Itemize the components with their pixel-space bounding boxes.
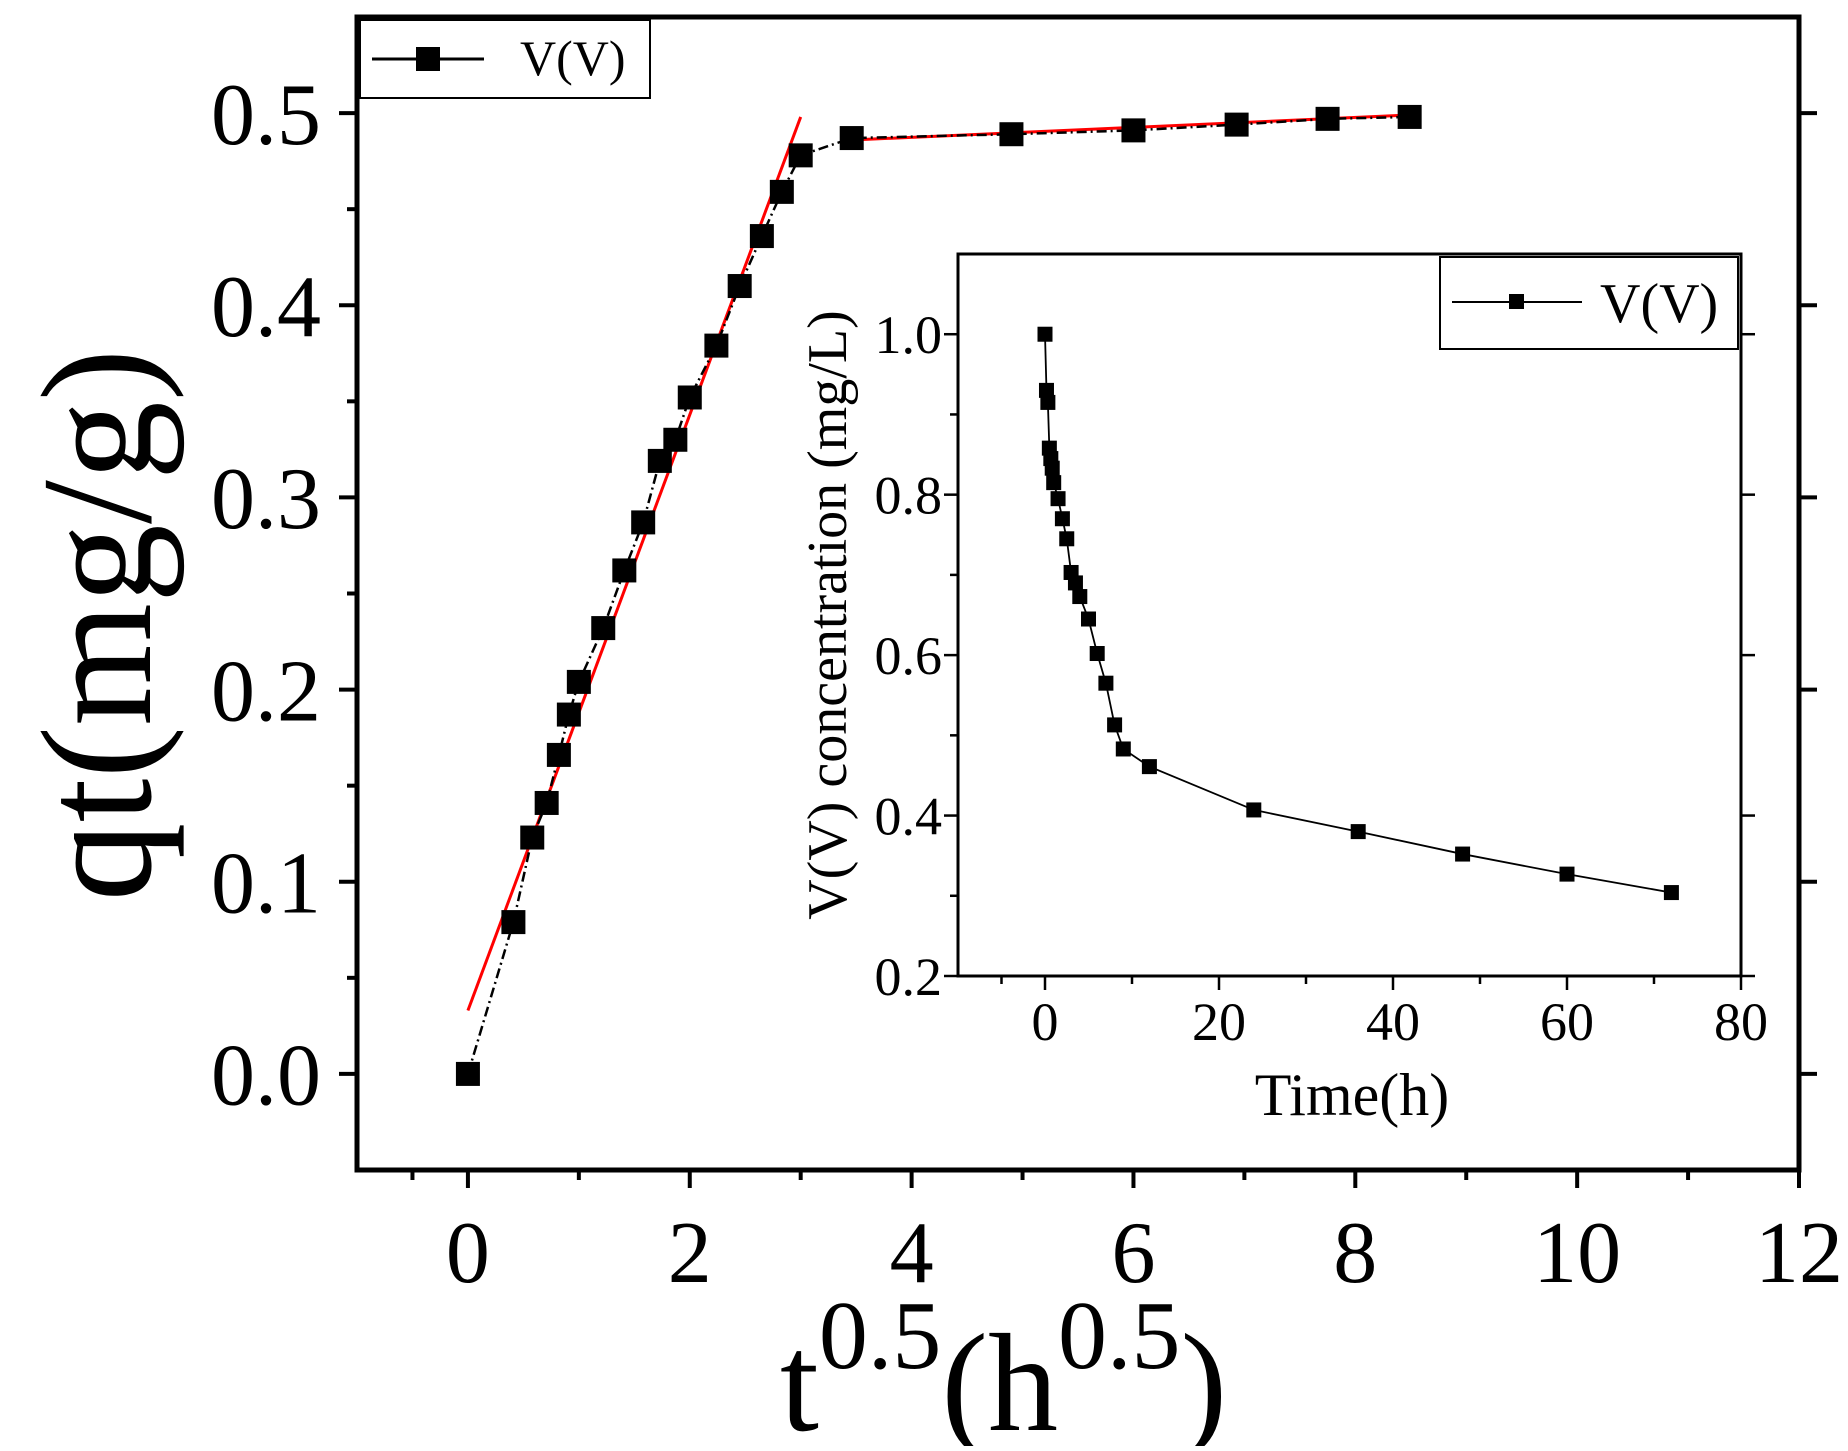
data-point xyxy=(788,143,813,168)
y-tick-label: 0.0 xyxy=(211,1028,321,1125)
data-point xyxy=(1072,589,1088,605)
y-tick-label: 0.8 xyxy=(875,466,943,526)
main-x-ticks: 0 2 4 6 8 10 12 xyxy=(410,1170,1843,1302)
main-series xyxy=(455,104,1422,1086)
data-point xyxy=(520,825,545,850)
y-tick-label: 1.0 xyxy=(875,305,943,365)
x-tick-label: 0 xyxy=(1032,992,1059,1052)
y-tick-label: 0.4 xyxy=(875,786,943,846)
y-tick-label: 0.2 xyxy=(875,947,943,1007)
data-point xyxy=(1121,118,1146,143)
inset-plot: 0 20 40 60 80 0.2 0.4 0.6 0.8 1.0 V(V) Time(h) V… xyxy=(797,252,1768,1128)
data-point xyxy=(1141,759,1157,775)
data-point xyxy=(663,427,688,452)
data-point xyxy=(566,669,591,694)
inset-legend: V(V) xyxy=(1439,256,1739,350)
data-point xyxy=(501,910,526,935)
data-point xyxy=(1054,511,1070,527)
data-point xyxy=(546,742,571,767)
y-tick-label: 0.1 xyxy=(211,836,321,933)
main-x-label-unit-close: ) xyxy=(1181,1306,1228,1446)
data-point xyxy=(727,274,752,299)
data-point xyxy=(1663,885,1679,901)
data-point xyxy=(1107,717,1123,733)
data-point xyxy=(647,448,672,473)
inset-legend-label: V(V) xyxy=(1600,273,1718,335)
x-tick-label: 20 xyxy=(1192,992,1246,1052)
data-point xyxy=(1224,112,1249,137)
data-point xyxy=(612,558,637,583)
data-point xyxy=(1246,802,1262,818)
data-point xyxy=(1559,866,1575,882)
x-tick-label: 2 xyxy=(668,1205,712,1302)
x-tick-label: 8 xyxy=(1333,1205,1377,1302)
data-point xyxy=(999,122,1024,147)
data-point xyxy=(1067,575,1083,591)
data-point xyxy=(1059,531,1075,547)
y-tick-label: 0.2 xyxy=(211,643,321,740)
inset-plot-frame xyxy=(956,252,1743,978)
main-x-axis-label: t0.5(h0.5) xyxy=(780,1282,1227,1446)
data-point xyxy=(1115,741,1131,757)
inset-legend-box xyxy=(1439,256,1739,350)
y-tick-label: 0.5 xyxy=(211,67,321,164)
data-point xyxy=(1350,824,1366,840)
data-point xyxy=(1455,846,1471,862)
main-x-label-base: t xyxy=(780,1306,819,1446)
y-tick-label: 0.6 xyxy=(875,626,943,686)
main-legend-label: V(V) xyxy=(520,30,626,86)
data-point xyxy=(1038,382,1054,398)
data-point xyxy=(677,385,702,410)
y-tick-label: 0.3 xyxy=(211,451,321,548)
main-y-ticks: 0.0 0.1 0.2 0.3 0.4 0.5 xyxy=(211,67,1817,1125)
data-point xyxy=(1040,394,1056,410)
inset-series xyxy=(1037,326,1679,901)
inset-y-ticks: 0.2 0.4 0.6 0.8 1.0 xyxy=(875,305,1755,1007)
data-point xyxy=(556,702,581,727)
x-tick-label: 4 xyxy=(890,1205,934,1302)
main-x-label-unit-exp: 0.5 xyxy=(1058,1282,1181,1390)
data-point xyxy=(1089,646,1105,662)
data-point xyxy=(1050,491,1066,507)
inset-y-axis-label: V(V) concentration (mg/L) xyxy=(797,310,859,920)
main-x-label-exp: 0.5 xyxy=(819,1282,942,1390)
x-tick-label: 10 xyxy=(1533,1205,1621,1302)
main-y-axis-label: qt(mg/g) xyxy=(10,349,185,902)
data-point xyxy=(704,333,729,358)
main-legend: V(V) xyxy=(359,19,651,99)
data-point xyxy=(1037,326,1053,342)
data-point xyxy=(769,179,794,204)
data-point xyxy=(534,790,559,815)
data-point xyxy=(591,616,616,641)
main-x-label-unit-open: (h xyxy=(941,1306,1058,1446)
x-tick-label: 40 xyxy=(1366,992,1420,1052)
data-point xyxy=(1315,106,1340,131)
x-tick-label: 80 xyxy=(1714,992,1768,1052)
data-point xyxy=(749,224,774,249)
main-legend-marker xyxy=(416,47,440,71)
x-tick-label: 12 xyxy=(1755,1205,1843,1302)
inset-legend-marker xyxy=(1509,294,1524,309)
data-point xyxy=(631,510,656,535)
data-point xyxy=(455,1061,480,1086)
data-point xyxy=(1046,475,1062,491)
y-tick-label: 0.4 xyxy=(211,259,321,356)
data-point xyxy=(1081,611,1096,627)
x-tick-label: 6 xyxy=(1111,1205,1155,1302)
data-point xyxy=(839,126,864,151)
inset-x-axis-label: Time(h) xyxy=(1255,1062,1449,1128)
data-point xyxy=(1397,104,1422,129)
inset-x-ticks: 0 20 40 60 80 xyxy=(1000,976,1768,1052)
x-tick-label: 60 xyxy=(1540,992,1594,1052)
data-point xyxy=(1098,675,1114,691)
data-point xyxy=(1044,460,1060,476)
x-tick-label: 0 xyxy=(446,1205,490,1302)
